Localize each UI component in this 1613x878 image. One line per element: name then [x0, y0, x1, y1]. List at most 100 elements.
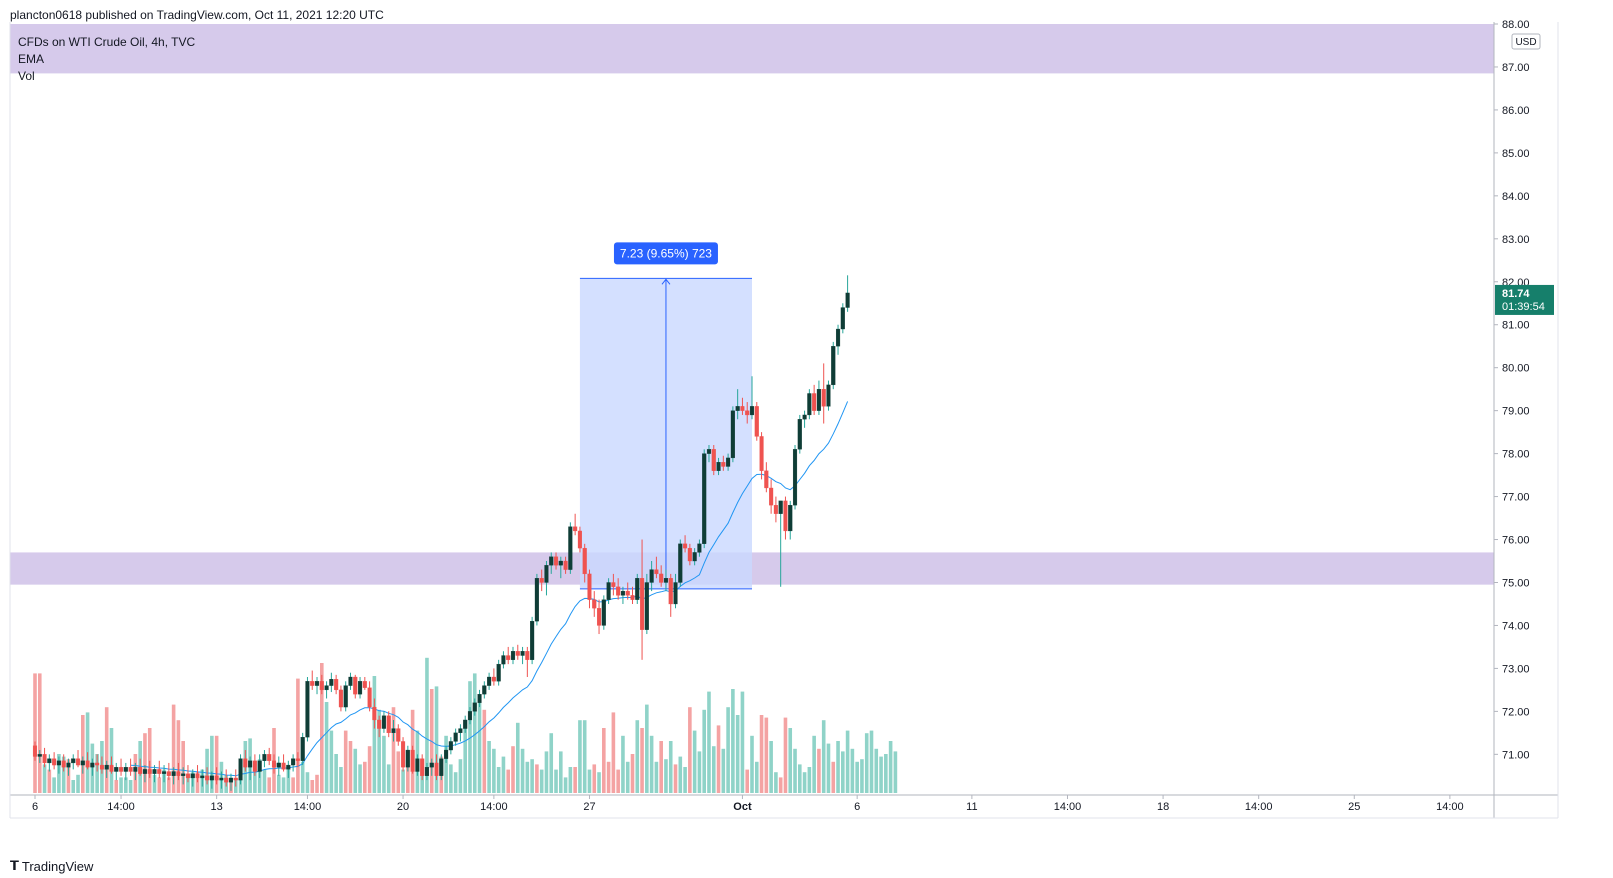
volume-bar — [640, 728, 644, 793]
candle-body — [434, 762, 439, 776]
measure-label: 7.23 (9.65%) 723 — [620, 246, 712, 260]
volume-bar — [61, 756, 66, 793]
candle — [525, 646, 530, 678]
volume-bar — [291, 777, 295, 793]
candle-body — [138, 767, 143, 774]
volume-bar — [492, 748, 496, 793]
candle-body — [812, 393, 817, 411]
y-tick-label: 78.00 — [1502, 449, 1530, 461]
volume-bar — [343, 730, 348, 793]
candle — [563, 556, 568, 574]
volume-bar — [754, 761, 759, 793]
candle — [243, 750, 248, 772]
x-tick-label: 14:00 — [1245, 801, 1273, 813]
candle — [448, 737, 453, 755]
measure-tool: 7.23 (9.65%) 723 — [579, 242, 752, 590]
candle — [214, 767, 219, 785]
volume-bar — [401, 769, 405, 793]
candle — [792, 445, 798, 510]
candle-body — [357, 681, 363, 695]
candle — [353, 674, 358, 699]
candle-body — [324, 685, 329, 691]
volume-bar — [444, 735, 448, 793]
volume-bar — [195, 772, 200, 793]
candle — [553, 552, 559, 570]
candle — [759, 432, 764, 480]
volume-bar — [463, 722, 467, 793]
candle — [248, 756, 253, 781]
candle-body — [439, 758, 444, 776]
candle — [424, 762, 430, 781]
candle — [338, 685, 343, 712]
candle — [444, 745, 449, 763]
y-tick-label: 81.00 — [1502, 320, 1530, 332]
legend-vol[interactable]: Vol — [18, 69, 35, 83]
candle — [816, 380, 821, 415]
candle — [697, 539, 702, 557]
volume-bar — [573, 767, 577, 793]
candle — [66, 758, 71, 776]
y-tick-label: 80.00 — [1502, 363, 1530, 375]
legend-symbol[interactable]: CFDs on WTI Crude Oil, 4h, TVC — [18, 35, 196, 49]
candle — [797, 414, 802, 454]
candle — [410, 745, 415, 774]
candle — [778, 500, 783, 587]
volume-bar — [616, 769, 620, 793]
candle — [415, 754, 420, 776]
candle-body — [534, 578, 539, 622]
volume-bar — [186, 774, 190, 793]
volume-bar — [472, 673, 477, 793]
volume-bar — [171, 704, 176, 793]
volume-bar — [81, 715, 85, 793]
candle — [515, 644, 520, 660]
candle — [678, 539, 683, 587]
candle-body — [348, 676, 353, 686]
volume-bar — [884, 754, 888, 793]
volume-bar — [554, 769, 558, 793]
volume-bar — [802, 772, 807, 793]
candle-body — [716, 462, 721, 471]
candle — [80, 756, 85, 774]
legend-ema[interactable]: EMA — [18, 52, 45, 66]
candle-body — [420, 758, 425, 776]
candle — [324, 681, 329, 699]
candle — [711, 445, 716, 476]
candle-body — [491, 676, 496, 682]
candle-body — [291, 758, 296, 766]
candle — [630, 586, 635, 604]
candle-body — [573, 526, 578, 532]
candle — [491, 668, 496, 686]
candle-body — [162, 771, 167, 774]
candle-body — [71, 758, 76, 764]
candle-body — [85, 760, 90, 768]
volume-bar — [812, 735, 816, 793]
y-tick-label: 71.00 — [1502, 749, 1530, 761]
candle — [620, 586, 625, 604]
volume-bar — [597, 772, 601, 793]
candle — [319, 674, 324, 695]
candle — [99, 756, 104, 774]
candle — [716, 457, 721, 476]
volume-bar — [511, 746, 515, 793]
candle-body — [314, 681, 320, 686]
volume-bar — [831, 761, 836, 793]
candle-body — [539, 578, 544, 583]
candle — [118, 758, 124, 776]
volume-bar — [821, 720, 826, 793]
candle-body — [687, 547, 692, 562]
tradingview-logo-icon: 𝗧 — [10, 858, 19, 873]
candle — [123, 762, 128, 781]
candle — [788, 500, 793, 540]
candle — [133, 762, 138, 781]
last-price-bg — [1495, 284, 1554, 315]
candle-body — [620, 590, 625, 596]
volume-bar — [850, 748, 855, 793]
candle — [147, 760, 152, 778]
candle-body — [764, 470, 769, 489]
last-price-value: 81.74 — [1502, 288, 1530, 300]
candle-body — [295, 758, 300, 761]
candle-body — [157, 769, 162, 774]
tradingview-brand[interactable]: 𝗧 TradingView — [10, 858, 93, 874]
candle — [482, 681, 487, 699]
